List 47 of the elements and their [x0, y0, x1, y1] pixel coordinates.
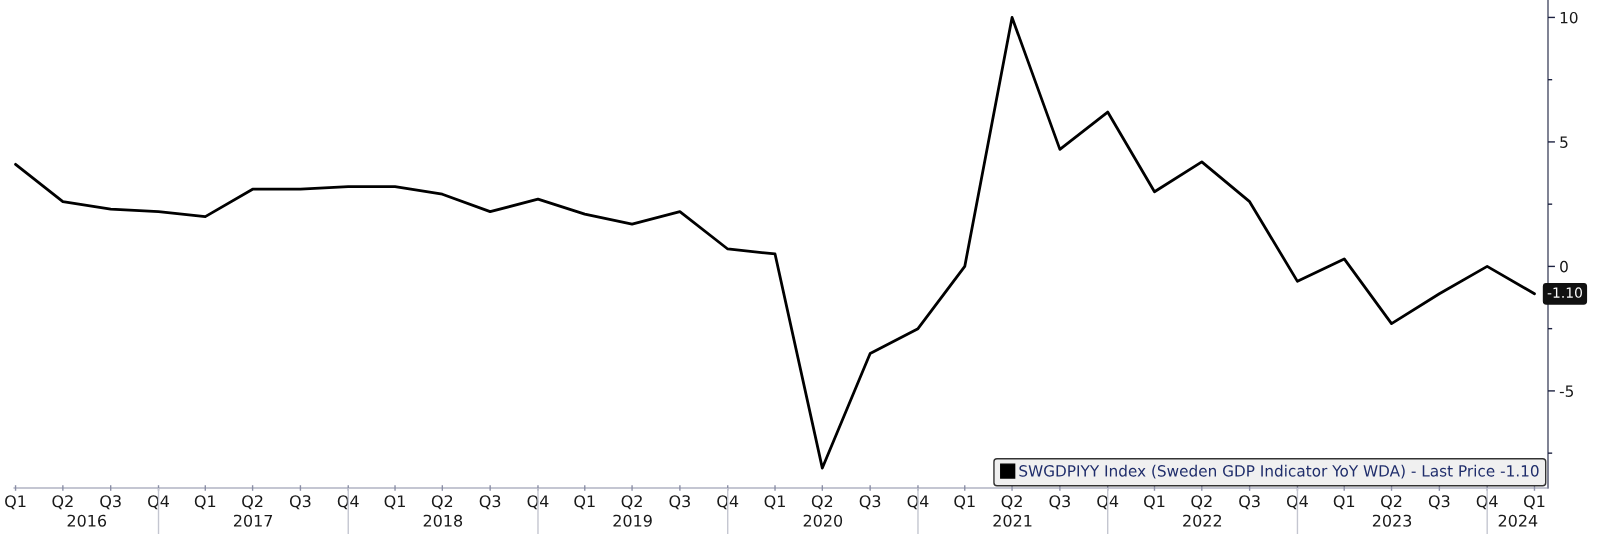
x-tick-label: Q4 — [717, 495, 739, 510]
x-tick-label: Q1 — [954, 495, 975, 510]
x-tick-label: Q1 — [1144, 495, 1165, 510]
x-tick-label: Q3 — [479, 495, 501, 510]
x-tick-label: Q1 — [764, 495, 785, 510]
x-tick-label: Q3 — [1239, 495, 1260, 510]
x2-tick-label: 2021 — [993, 514, 1032, 527]
x-tick-label: Q2 — [431, 495, 453, 510]
x-tick-label: Q2 — [811, 495, 833, 510]
legend-label: SWGDPIYY Index (Sweden GDP Indicator YoY WDA) - Last Price -1.10 — [1019, 464, 1539, 479]
x-tick-label: Q1 — [1333, 495, 1355, 510]
x-tick-label: Q1 — [5, 495, 26, 510]
x-tick-label: Q1 — [574, 495, 595, 510]
x-tick-label: Q2 — [1191, 495, 1212, 510]
x2-tick-label: 2023 — [1372, 514, 1412, 527]
x2-tick-label: 2022 — [1183, 514, 1222, 527]
x-tick-label: Q3 — [100, 495, 121, 510]
x2-tick-label: 2018 — [423, 514, 463, 527]
x-tick-label: Q4 — [1476, 495, 1498, 510]
x2-tick-label: 2016 — [67, 514, 107, 527]
y-tick-label: 10 — [1560, 11, 1578, 24]
x-tick-label: Q2 — [52, 495, 73, 510]
y-tick-label: 0 — [1560, 260, 1568, 273]
y-tick-label: -5 — [1559, 385, 1574, 397]
x-tick-label: Q4 — [148, 495, 169, 510]
x-tick-label: Q2 — [621, 495, 642, 510]
x-tick-label: Q3 — [289, 495, 311, 510]
x2-tick-label: 2019 — [613, 514, 652, 527]
x-tick-label: Q2 — [1381, 495, 1402, 510]
x-tick-label: Q4 — [527, 495, 549, 510]
x-tick-label: Q1 — [384, 495, 405, 510]
x-tick-label: Q2 — [242, 495, 263, 510]
x2-tick-label: 2020 — [803, 514, 843, 527]
x-tick-label: Q3 — [859, 495, 881, 510]
y-tick-label: 5 — [1560, 136, 1568, 148]
x-tick-label: Q3 — [1428, 495, 1450, 510]
x-tick-label: Q1 — [1524, 495, 1545, 510]
x-tick-label: Q4 — [337, 495, 359, 510]
x-tick-label: Q1 — [194, 495, 216, 510]
x-tick-label: Q4 — [1286, 495, 1308, 510]
x-tick-label: Q4 — [907, 495, 929, 510]
x2-tick-label: 2017 — [233, 514, 273, 527]
x-tick-label: Q3 — [669, 495, 690, 510]
x-tick-label: Q3 — [1049, 495, 1070, 510]
x-tick-label: Q2 — [1001, 495, 1022, 510]
data-label: -1.10 — [1547, 287, 1582, 298]
x2-tick-label: 2024 — [1498, 514, 1538, 527]
